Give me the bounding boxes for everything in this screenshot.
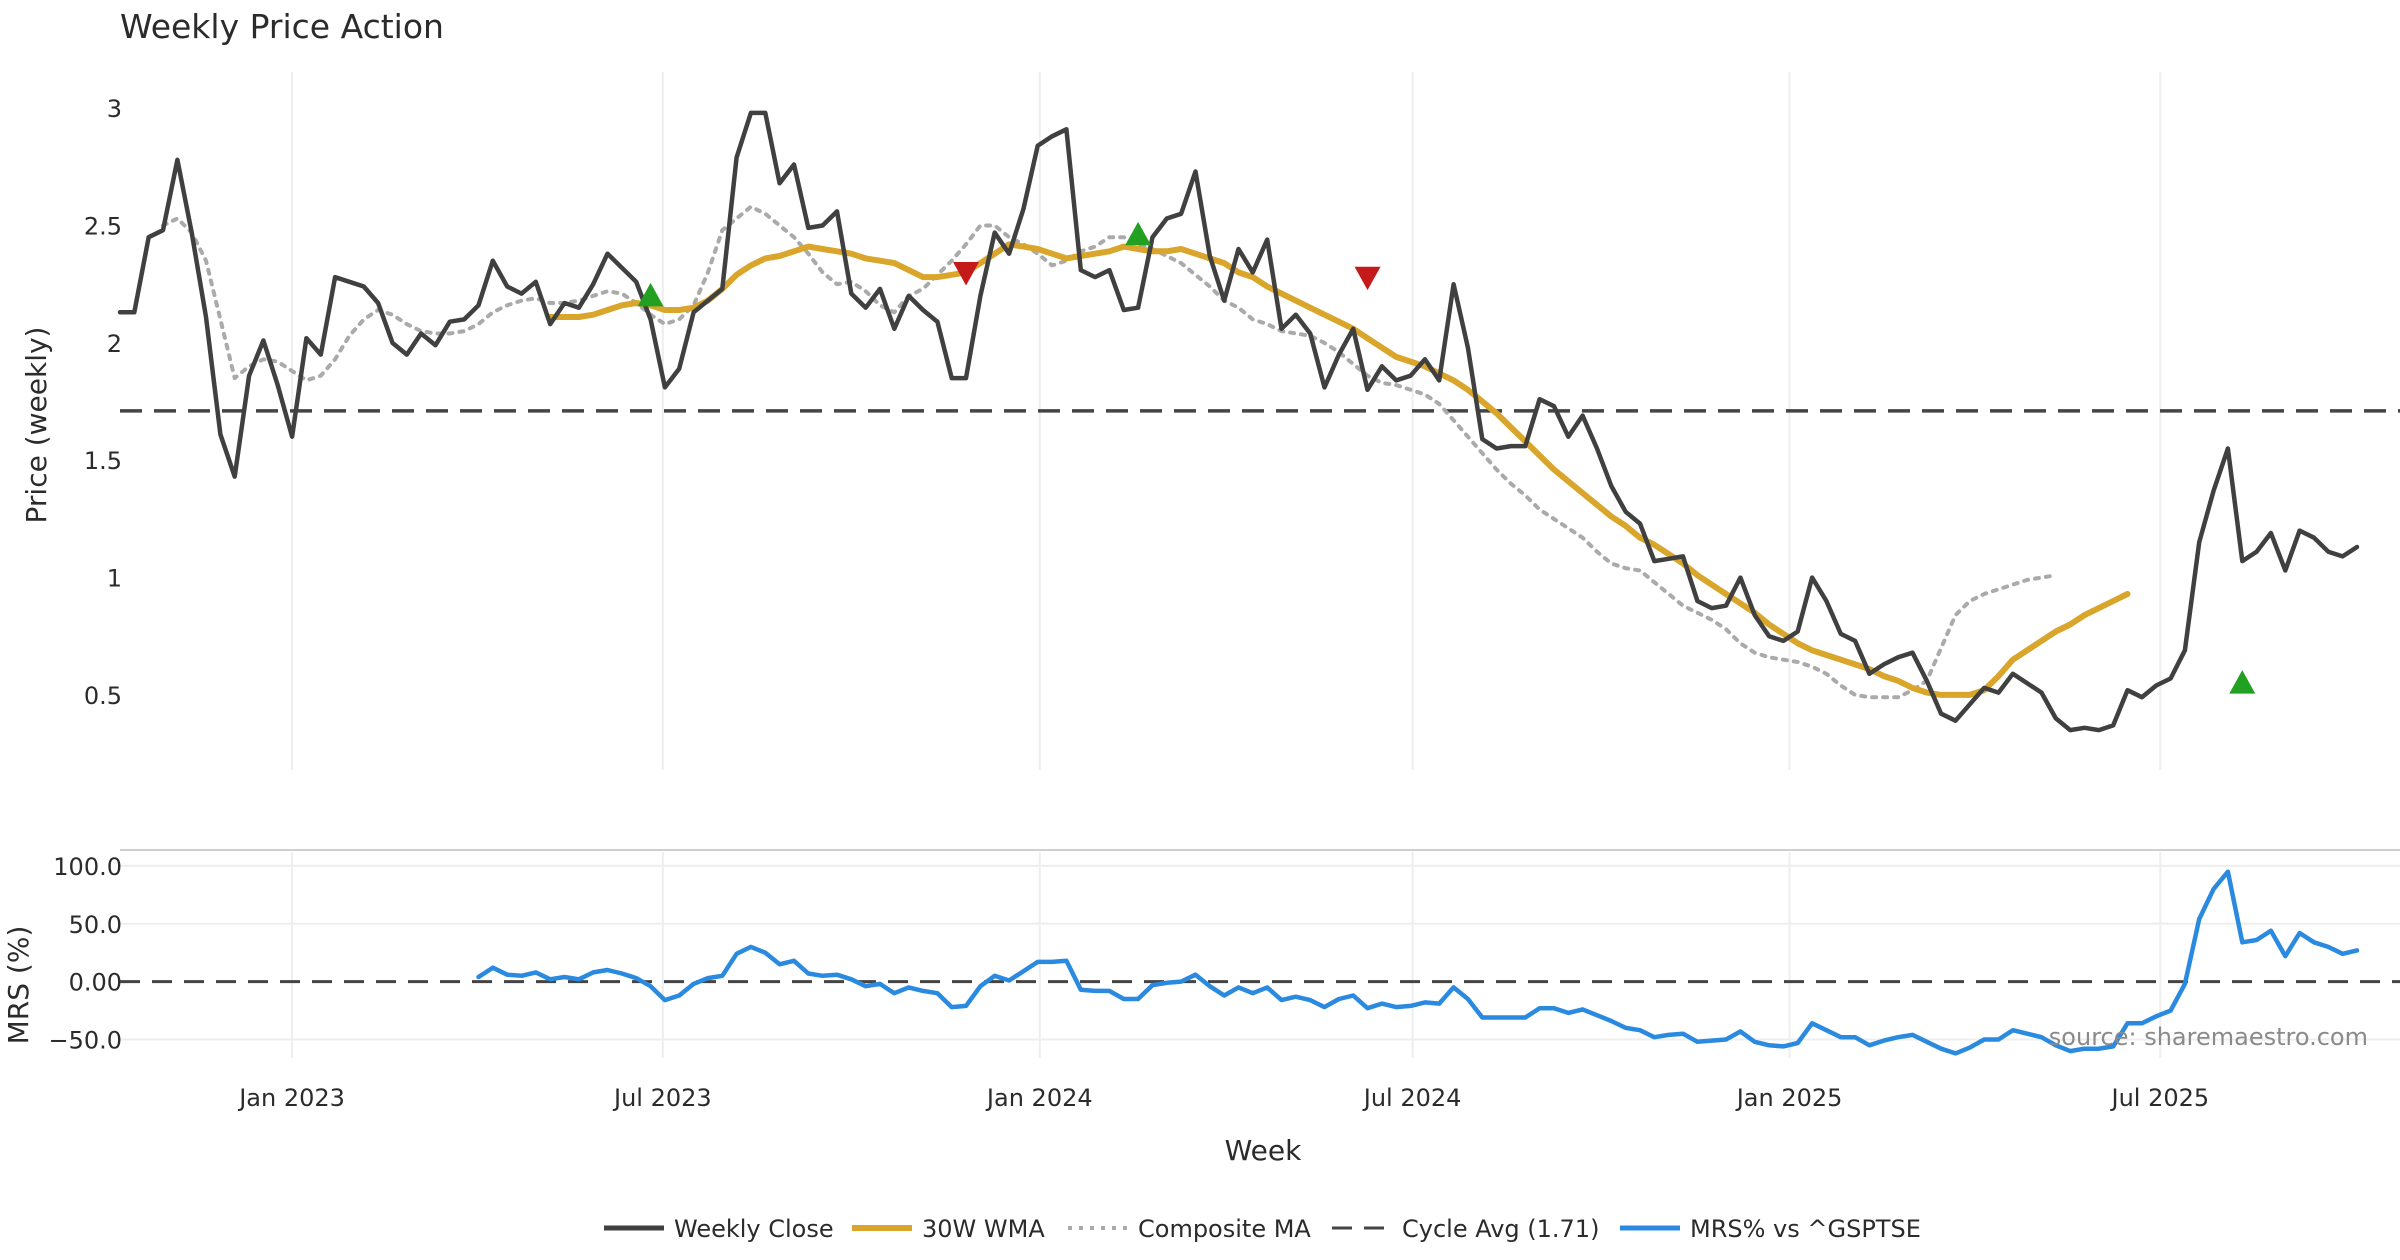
x-tick-label: Jan 2025: [1735, 1084, 1843, 1112]
mrs-series-group: [476, 869, 2360, 1056]
x-axis: Jan 2023 Jul 2023 Jan 2024 Jul 2024 Jan 2025…: [237, 1084, 2209, 1112]
sell-signal-marker: [1354, 266, 1381, 291]
price-y-tick-label: 2.5: [84, 213, 122, 241]
mrs-y-tick-label: 0.00: [69, 969, 122, 997]
buy-signal-marker: [1125, 221, 1152, 246]
mrs-y-axis: −50.0 0.00 50.0 100.0: [48, 853, 122, 1055]
buy-signal-marker: [2229, 670, 2256, 694]
mrs-y-tick-label: 100.0: [53, 853, 122, 881]
mrs-grid: [120, 852, 2400, 1058]
legend-label-composite: Composite MA: [1138, 1215, 1311, 1243]
x-tick-label: Jul 2023: [612, 1084, 712, 1112]
series-30w-wma: [547, 241, 2131, 698]
legend: Weekly Close 30W WMA Composite MA Cycle …: [604, 1215, 1921, 1243]
price-y-axis-title: Price (weekly): [20, 327, 53, 524]
mrs-y-tick-label: −50.0: [48, 1026, 122, 1054]
price-y-tick-label: 3: [107, 95, 122, 123]
price-grid: [291, 72, 2162, 770]
price-y-tick-label: 1: [107, 565, 122, 593]
x-tick-label: Jan 2023: [237, 1084, 345, 1112]
buy-signal-marker: [637, 282, 664, 307]
price-y-tick-label: 1.5: [84, 447, 122, 475]
price-y-tick-label: 0.5: [84, 682, 122, 710]
legend-label-wma: 30W WMA: [922, 1215, 1045, 1243]
price-y-tick-label: 2: [107, 330, 122, 358]
source-credit: source: sharemaestro.com: [2049, 1023, 2368, 1051]
mrs-y-axis-title: MRS (%): [2, 926, 35, 1045]
price-y-axis: 0.5 1 1.5 2 2.5 3: [84, 95, 122, 710]
legend-label-close: Weekly Close: [674, 1215, 834, 1243]
series-mrs-vs-gsptse: [476, 869, 2360, 1056]
legend-label-mrs: MRS% vs ^GSPTSE: [1690, 1215, 1921, 1243]
x-tick-label: Jan 2024: [985, 1084, 1093, 1112]
legend-label-cycle: Cycle Avg (1.71): [1402, 1215, 1599, 1243]
sell-signal-marker: [953, 262, 980, 286]
x-tick-label: Jul 2024: [1362, 1084, 1462, 1112]
x-axis-title: Week: [1225, 1134, 1302, 1167]
mrs-y-tick-label: 50.0: [69, 911, 122, 939]
chart-title: Weekly Price Action: [120, 7, 444, 46]
price-series-group: [117, 110, 2360, 733]
series-composite-ma: [161, 204, 2058, 700]
series-weekly-close: [117, 110, 2360, 733]
signal-markers: [637, 221, 2256, 694]
x-tick-label: Jul 2025: [2109, 1084, 2209, 1112]
